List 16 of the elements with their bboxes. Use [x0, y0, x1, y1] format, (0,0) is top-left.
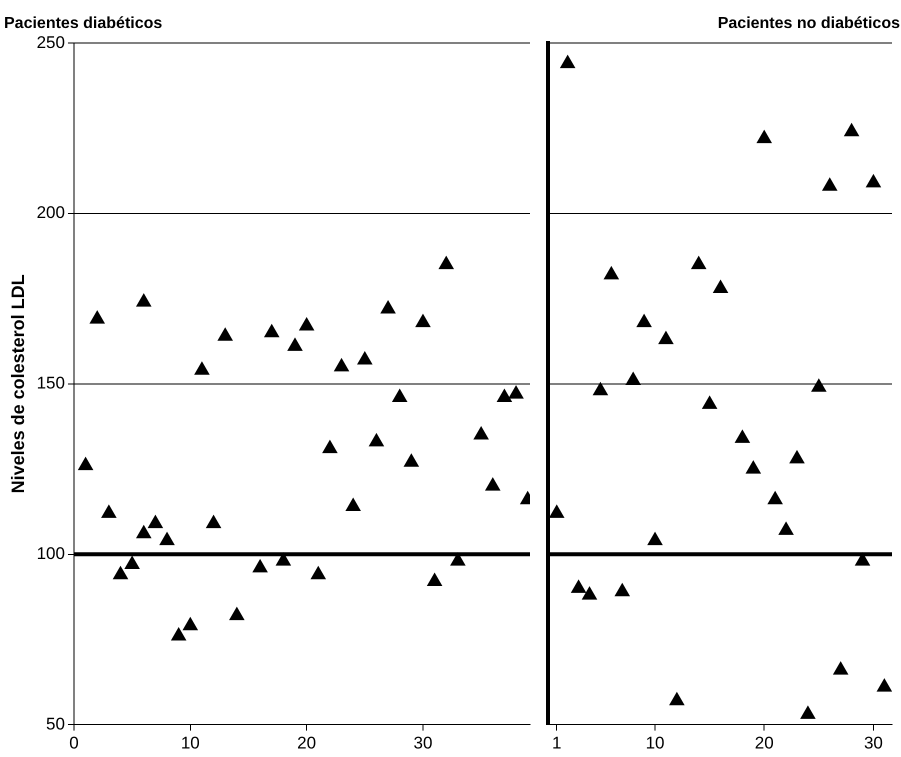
x-tick-label: 20 [754, 733, 774, 752]
x-tick-label: 10 [646, 733, 664, 752]
x-tick-label: 0 [69, 733, 79, 752]
y-axis-title: Niveles de colesterol LDL [8, 274, 28, 494]
y-tick-label: 200 [36, 203, 65, 222]
x-tick-label: 30 [414, 733, 432, 752]
y-tick-label: 250 [36, 32, 65, 52]
chart-title: Pacientes no diabéticos [718, 15, 900, 32]
y-tick-label: 150 [36, 374, 65, 393]
chart-title: Pacientes diabéticos [4, 15, 162, 32]
x-tick-label: 20 [297, 733, 316, 752]
x-tick-label: 30 [864, 733, 883, 752]
y-tick-label: 50 [46, 714, 65, 734]
x-tick-label: 10 [180, 733, 200, 752]
y-tick-label: 100 [36, 544, 65, 563]
x-tick-label: 1 [552, 733, 562, 752]
